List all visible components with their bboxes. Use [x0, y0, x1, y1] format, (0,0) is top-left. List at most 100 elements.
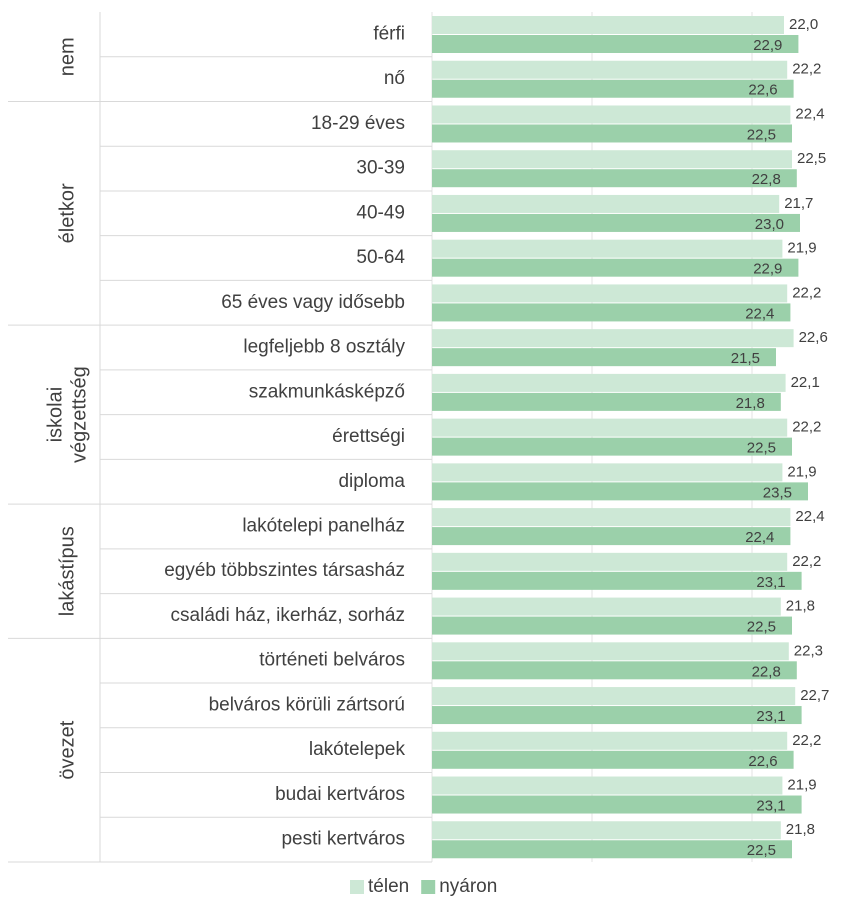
category-label: szakmunkásképző [249, 381, 405, 402]
value-label: 22,2 [792, 419, 821, 436]
bar [432, 124, 792, 143]
bar [432, 597, 781, 616]
value-label: 22,9 [753, 261, 782, 278]
value-label: 21,9 [787, 463, 816, 480]
group-label: végzettség [68, 366, 90, 463]
group-label: iskolai [44, 387, 66, 443]
value-label: 22,2 [792, 732, 821, 749]
value-label: 21,8 [786, 821, 815, 838]
bar [432, 79, 794, 98]
legend-label: nyáron [439, 876, 497, 897]
bar [432, 169, 797, 188]
bar [432, 750, 794, 769]
value-label: 22,6 [748, 753, 777, 770]
value-label: 21,8 [786, 598, 815, 615]
value-label: 22,3 [794, 642, 823, 659]
legend-swatch [421, 880, 436, 894]
bar [432, 194, 780, 213]
category-label: férfi [373, 23, 405, 44]
value-label: 23,1 [756, 797, 785, 814]
bar [432, 731, 788, 750]
category-label: 65 éves vagy idősebb [221, 292, 405, 313]
category-label: lakótelepek [309, 739, 406, 760]
category-label: 40-49 [356, 202, 405, 223]
bar [432, 482, 808, 501]
value-label: 22,2 [792, 553, 821, 570]
bar [432, 821, 781, 840]
value-label: 21,7 [784, 195, 813, 212]
category-label: 18-29 éves [311, 113, 405, 134]
value-label: 21,5 [731, 350, 760, 367]
bar [432, 687, 796, 706]
value-label: 21,9 [787, 240, 816, 257]
bar [432, 329, 794, 348]
value-label: 22,6 [748, 82, 777, 99]
category-label: lakótelepi panelház [242, 515, 405, 536]
group-label: életkor [56, 183, 78, 243]
legend-swatch [350, 880, 364, 894]
category-label: történeti belváros [259, 650, 405, 671]
bar [432, 213, 800, 232]
bar [432, 795, 802, 814]
bar [432, 258, 799, 277]
value-label: 22,0 [789, 16, 818, 33]
value-label: 22,5 [797, 150, 826, 167]
value-label: 22,4 [795, 508, 824, 525]
bar [432, 527, 791, 546]
bar [432, 642, 789, 661]
bar [432, 776, 783, 795]
value-label: 22,5 [747, 440, 776, 457]
category-label: 50-64 [356, 247, 405, 268]
bar [432, 105, 791, 124]
value-label: 23,5 [763, 484, 792, 501]
category-label: érettségi [332, 426, 405, 447]
group-label: övezet [56, 720, 78, 779]
category-label: 30-39 [356, 158, 405, 179]
bar [432, 616, 792, 635]
bar [432, 571, 802, 590]
category-label: nő [384, 68, 405, 89]
category-label: legfeljebb 8 osztály [243, 337, 405, 358]
value-label: 23,0 [755, 216, 784, 233]
value-label: 22,2 [792, 284, 821, 301]
bar [432, 552, 788, 571]
value-label: 22,6 [799, 329, 828, 346]
bar [432, 840, 792, 859]
bar [432, 508, 791, 527]
bar [432, 35, 799, 53]
value-label: 22,5 [747, 126, 776, 143]
bar [432, 706, 802, 725]
bar [432, 661, 797, 680]
value-label: 21,8 [736, 395, 765, 412]
legend-label: télen [368, 876, 409, 897]
bar [432, 392, 781, 411]
bar [432, 418, 788, 437]
category-label: pesti kertváros [281, 829, 405, 850]
bar [432, 60, 788, 79]
value-label: 22,8 [752, 663, 781, 680]
value-label: 22,9 [753, 37, 782, 54]
bar [432, 16, 784, 34]
value-label: 22,4 [745, 305, 774, 322]
category-label: budai kertváros [275, 784, 405, 805]
value-label: 22,2 [792, 61, 821, 78]
value-label: 23,1 [756, 708, 785, 725]
value-label: 22,8 [752, 171, 781, 188]
value-label: 22,4 [795, 105, 824, 122]
group-label: lakástípus [56, 526, 78, 616]
group-label: nem [56, 37, 78, 76]
bar [432, 150, 792, 169]
bar [432, 348, 776, 367]
category-label: belváros körüli zártsorú [209, 694, 405, 715]
bar [432, 463, 783, 482]
value-label: 22,4 [745, 529, 774, 546]
bar [432, 437, 792, 456]
value-label: 22,5 [747, 619, 776, 636]
bar [432, 239, 783, 258]
value-label: 22,1 [791, 374, 820, 391]
value-label: 22,5 [747, 842, 776, 859]
value-label: 22,7 [800, 687, 829, 704]
bar [432, 303, 791, 322]
bar [432, 284, 788, 303]
